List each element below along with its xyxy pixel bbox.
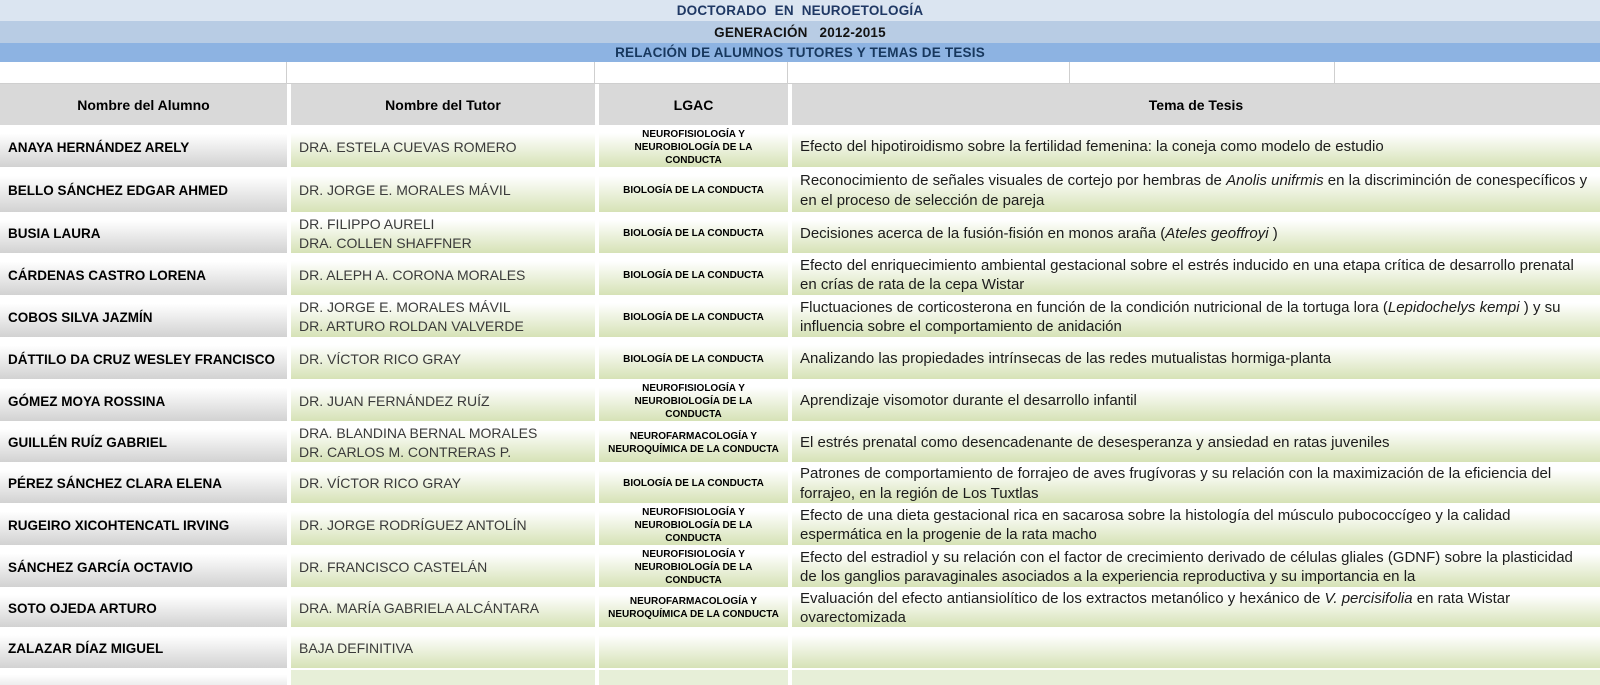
generation-subtitle: GENERACIÓN 2012-2015 <box>0 21 1600 43</box>
spacer-cell <box>1335 62 1600 83</box>
thesis-topic-cell: Efecto de una dieta gestacional rica en … <box>792 505 1600 545</box>
spacer-row <box>0 62 1600 84</box>
tutor-name-cell: DR. FILIPPO AURELI DRA. COLLEN SHAFFNER <box>291 214 595 253</box>
partial-cell <box>0 670 287 685</box>
tutor-name-cell: DR. ALEPH A. CORONA MORALES <box>291 255 595 295</box>
spacer-cell <box>595 62 788 83</box>
student-name-cell: ZALAZAR DÍAZ MIGUEL <box>0 629 287 668</box>
partial-cell <box>599 670 788 685</box>
partial-row <box>0 670 1600 685</box>
thesis-topic-cell: Analizando las propiedades intrínsecas d… <box>792 339 1600 379</box>
student-name-cell: COBOS SILVA JAZMÍN <box>0 297 287 337</box>
column-header-row: Nombre del Alumno Nombre del Tutor LGAC … <box>0 84 1600 125</box>
tutor-name-cell: DR. VÍCTOR RICO GRAY <box>291 339 595 379</box>
tutor-name-cell: BAJA DEFINITIVA <box>291 629 595 668</box>
thesis-topic-cell <box>792 629 1600 668</box>
table-row: PÉREZ SÁNCHEZ CLARA ELENA DR. VÍCTOR RIC… <box>0 464 1600 503</box>
lgac-cell: BIOLOGÍA DE LA CONDUCTA <box>599 297 788 337</box>
tutor-name-cell: DR. FRANCISCO CASTELÁN <box>291 547 595 587</box>
tutor-name-cell: DR. VÍCTOR RICO GRAY <box>291 464 595 503</box>
student-name-cell: SÁNCHEZ GARCÍA OCTAVIO <box>0 547 287 587</box>
lgac-cell <box>599 629 788 668</box>
table-row: ANAYA HERNÁNDEZ ARELY DRA. ESTELA CUEVAS… <box>0 127 1600 167</box>
table-row: ZALAZAR DÍAZ MIGUEL BAJA DEFINITIVA <box>0 629 1600 668</box>
table-caption: RELACIÓN DE ALUMNOS TUTORES Y TEMAS DE T… <box>0 43 1600 62</box>
program-title: DOCTORADO EN NEUROETOLOGÍA <box>0 0 1600 21</box>
spacer-cell <box>788 62 1070 83</box>
table-row: GUILLÉN RUÍZ GABRIEL DRA. BLANDINA BERNA… <box>0 423 1600 462</box>
partial-cell <box>291 670 595 685</box>
table-row: DÁTTILO DA CRUZ WESLEY FRANCISCO DR. VÍC… <box>0 339 1600 379</box>
tutor-name-cell: DR. JUAN FERNÁNDEZ RUÍZ <box>291 381 595 421</box>
lgac-cell: NEUROFARMACOLOGÍA Y NEUROQUÍMICA DE LA C… <box>599 423 788 462</box>
table-row: SÁNCHEZ GARCÍA OCTAVIO DR. FRANCISCO CAS… <box>0 547 1600 587</box>
table-row: BELLO SÁNCHEZ EDGAR AHMED DR. JORGE E. M… <box>0 169 1600 212</box>
lgac-cell: BIOLOGÍA DE LA CONDUCTA <box>599 214 788 253</box>
lgac-cell: NEUROFISIOLOGÍA Y NEUROBIOLOGÍA DE LA CO… <box>599 547 788 587</box>
student-name-cell: RUGEIRO XICOHTENCATL IRVING <box>0 505 287 545</box>
thesis-topic-cell: Efecto del estradiol y su relación con e… <box>792 547 1600 587</box>
lgac-cell: BIOLOGÍA DE LA CONDUCTA <box>599 255 788 295</box>
thesis-topic-cell: Decisiones acerca de la fusión-fisión en… <box>792 214 1600 253</box>
student-name-cell: CÁRDENAS CASTRO LORENA <box>0 255 287 295</box>
table-row: BUSIA LAURA DR. FILIPPO AURELI DRA. COLL… <box>0 214 1600 253</box>
student-name-cell: ANAYA HERNÁNDEZ ARELY <box>0 127 287 167</box>
student-name-cell: GUILLÉN RUÍZ GABRIEL <box>0 423 287 462</box>
tutor-name-cell: DRA. ESTELA CUEVAS ROMERO <box>291 127 595 167</box>
tutor-name-cell: DRA. MARÍA GABRIELA ALCÁNTARA <box>291 589 595 627</box>
thesis-topic-cell: Efecto del hipotiroidismo sobre la ferti… <box>792 127 1600 167</box>
thesis-topic-cell: El estrés prenatal como desencadenante d… <box>792 423 1600 462</box>
thesis-topic-cell: Fluctuaciones de corticosterona en funci… <box>792 297 1600 337</box>
thesis-topic-cell: Reconocimiento de señales visuales de co… <box>792 169 1600 212</box>
table-row: COBOS SILVA JAZMÍN DR. JORGE E. MORALES … <box>0 297 1600 337</box>
table-row: GÓMEZ MOYA ROSSINA DR. JUAN FERNÁNDEZ RU… <box>0 381 1600 421</box>
spacer-cell <box>1070 62 1335 83</box>
table-row: CÁRDENAS CASTRO LORENA DR. ALEPH A. CORO… <box>0 255 1600 295</box>
thesis-topic-cell: Aprendizaje visomotor durante el desarro… <box>792 381 1600 421</box>
lgac-cell: NEUROFARMACOLOGÍA Y NEUROQUÍMICA DE LA C… <box>599 589 788 627</box>
student-name-cell: BUSIA LAURA <box>0 214 287 253</box>
spacer-cell <box>0 62 287 83</box>
partial-cell <box>792 670 1600 685</box>
thesis-topic-cell: Efecto del enriquecimiento ambiental ges… <box>792 255 1600 295</box>
lgac-cell: BIOLOGÍA DE LA CONDUCTA <box>599 169 788 212</box>
header-lgac: LGAC <box>599 84 788 125</box>
student-name-cell: PÉREZ SÁNCHEZ CLARA ELENA <box>0 464 287 503</box>
student-name-cell: BELLO SÁNCHEZ EDGAR AHMED <box>0 169 287 212</box>
lgac-cell: NEUROFISIOLOGÍA Y NEUROBIOLOGÍA DE LA CO… <box>599 127 788 167</box>
table-row: RUGEIRO XICOHTENCATL IRVING DR. JORGE RO… <box>0 505 1600 545</box>
student-name-cell: SOTO OJEDA ARTURO <box>0 589 287 627</box>
lgac-cell: NEUROFISIOLOGÍA Y NEUROBIOLOGÍA DE LA CO… <box>599 381 788 421</box>
tutor-name-cell: DRA. BLANDINA BERNAL MORALES DR. CARLOS … <box>291 423 595 462</box>
header-nombre-tutor: Nombre del Tutor <box>291 84 595 125</box>
lgac-cell: BIOLOGÍA DE LA CONDUCTA <box>599 464 788 503</box>
header-nombre-alumno: Nombre del Alumno <box>0 84 287 125</box>
student-name-cell: GÓMEZ MOYA ROSSINA <box>0 381 287 421</box>
lgac-cell: BIOLOGÍA DE LA CONDUCTA <box>599 339 788 379</box>
tutor-name-cell: DR. JORGE RODRÍGUEZ ANTOLÍN <box>291 505 595 545</box>
table-row: SOTO OJEDA ARTURO DRA. MARÍA GABRIELA AL… <box>0 589 1600 627</box>
lgac-cell: NEUROFISIOLOGÍA Y NEUROBIOLOGÍA DE LA CO… <box>599 505 788 545</box>
tutor-name-cell: DR. JORGE E. MORALES MÁVIL DR. ARTURO RO… <box>291 297 595 337</box>
header-tema-tesis: Tema de Tesis <box>792 84 1600 125</box>
thesis-topic-cell: Evaluación del efecto antiansiolítico de… <box>792 589 1600 627</box>
spacer-cell <box>287 62 595 83</box>
thesis-topic-cell: Patrones de comportamiento de forrajeo d… <box>792 464 1600 503</box>
student-name-cell: DÁTTILO DA CRUZ WESLEY FRANCISCO <box>0 339 287 379</box>
tutor-name-cell: DR. JORGE E. MORALES MÁVIL <box>291 169 595 212</box>
